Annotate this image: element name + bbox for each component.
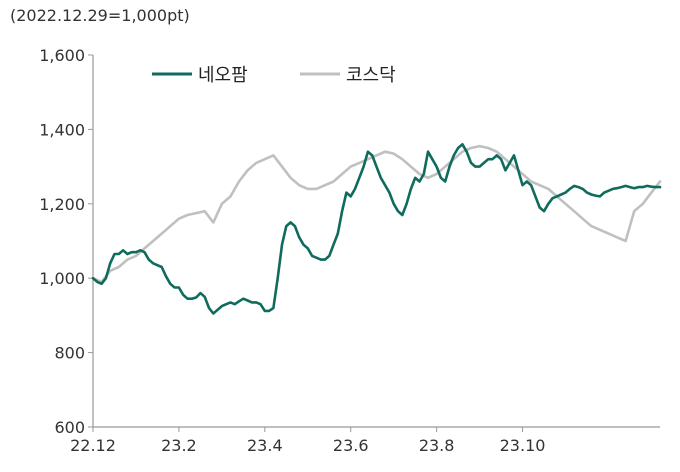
x-tick-label: 23.4 — [247, 436, 283, 455]
series-line-neopharm — [91, 143, 662, 315]
legend-label-neopharm: 네오팜 — [198, 65, 248, 86]
unit-note: (2022.12.29=1,000pt) — [10, 6, 190, 25]
x-tick-label: 23.8 — [419, 436, 455, 455]
x-tick-label: 23.2 — [161, 436, 197, 455]
y-tick-label: 1,200 — [39, 195, 85, 214]
y-tick-label: 600 — [54, 418, 85, 437]
x-tick-label: 23.6 — [333, 436, 369, 455]
y-tick-label: 1,400 — [39, 120, 85, 139]
legend-label-kosdaq: 코스닥 — [346, 65, 396, 86]
y-tick-label: 1,000 — [39, 269, 85, 288]
series-line-kosdaq — [91, 144, 662, 284]
y-tick-label: 1,600 — [39, 46, 85, 65]
y-tick-label: 800 — [54, 344, 85, 363]
x-tick-label: 23.10 — [500, 436, 546, 455]
x-tick-label: 22.12 — [70, 436, 116, 455]
